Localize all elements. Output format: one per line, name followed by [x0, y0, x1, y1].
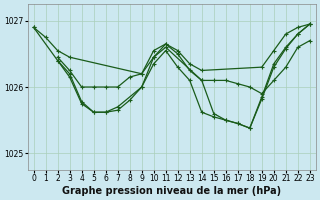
- X-axis label: Graphe pression niveau de la mer (hPa): Graphe pression niveau de la mer (hPa): [62, 186, 281, 196]
